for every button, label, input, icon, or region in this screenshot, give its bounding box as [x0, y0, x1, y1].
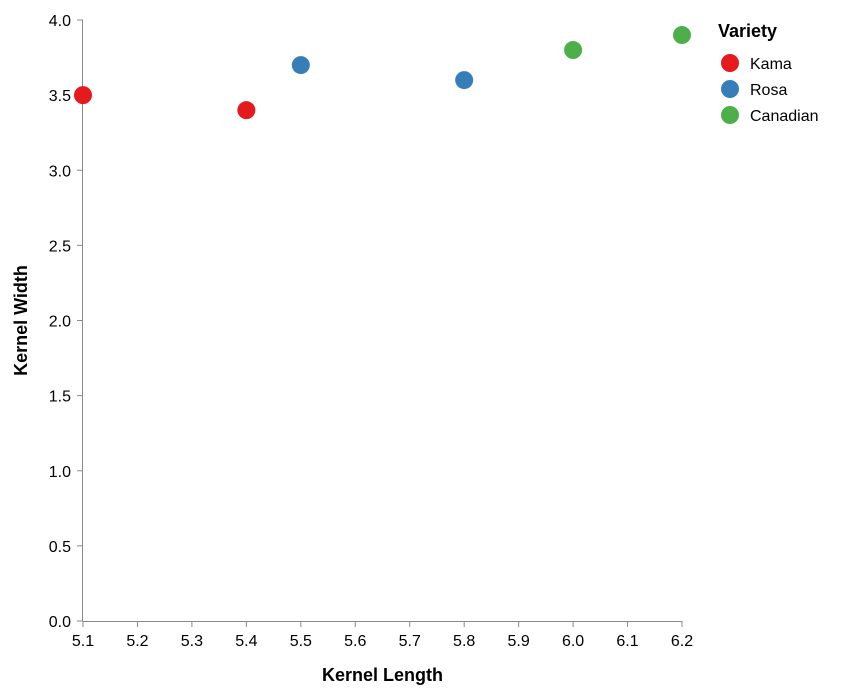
x-tick-label: 5.7 [399, 633, 421, 650]
x-tick-label: 6.2 [671, 633, 693, 650]
legend-item-canadian: Canadian [721, 106, 819, 125]
x-tick-label: 5.3 [181, 633, 203, 650]
data-points [74, 26, 691, 120]
y-tick-label: 1.5 [49, 389, 71, 406]
series-kama [74, 86, 256, 120]
x-tick-label: 5.5 [290, 633, 312, 650]
x-axis: 5.1 5.2 5.3 5.4 5.5 5.6 5.7 5.8 5.9 6.0 6.1 6.2 Ker… [72, 621, 693, 685]
y-tick-label: 2.5 [49, 238, 71, 255]
y-tick-label: 3.0 [49, 163, 71, 180]
series-rosa [291, 56, 474, 90]
legend-item-kama: Kama [721, 54, 792, 73]
y-axis-title: Kernel Width [11, 265, 31, 376]
y-tick-label: 2.0 [49, 314, 71, 331]
legend: Variety Kama Rosa Canadian [718, 21, 819, 125]
x-tick-label: 5.2 [126, 633, 148, 650]
y-tick-label: 1.0 [49, 464, 71, 481]
x-tick-label: 5.9 [508, 633, 530, 650]
legend-swatch [721, 80, 739, 98]
y-tick-label: 3.5 [49, 88, 71, 105]
x-tick-label: 5.8 [453, 633, 475, 650]
x-tick-label: 6.1 [616, 633, 638, 650]
legend-label: Canadian [750, 108, 819, 125]
x-tick-label: 6.0 [562, 633, 584, 650]
series-canadian [564, 26, 691, 60]
y-axis: 0.0 0.5 1.0 1.5 2.0 2.5 3.0 3.5 4.0 Kernel Width [11, 13, 83, 631]
legend-swatch [721, 54, 739, 72]
data-point-kama [237, 101, 256, 120]
data-point-rosa [455, 71, 474, 90]
y-tick-label: 4.0 [49, 13, 71, 30]
legend-swatch [721, 106, 739, 124]
data-point-canadian [673, 26, 691, 45]
data-point-kama [74, 86, 92, 105]
legend-title: Variety [718, 21, 777, 41]
x-tick-label: 5.1 [72, 633, 94, 650]
x-axis-title: Kernel Length [322, 665, 443, 685]
y-tick-label: 0.5 [49, 539, 71, 556]
legend-items: Kama Rosa Canadian [721, 54, 819, 125]
legend-item-rosa: Rosa [721, 80, 787, 99]
x-tick-label: 5.4 [235, 633, 257, 650]
legend-label: Rosa [750, 82, 787, 99]
data-point-rosa [291, 56, 310, 75]
x-tick-label: 5.6 [344, 633, 366, 650]
data-point-canadian [564, 41, 583, 60]
y-tick-label: 0.0 [49, 614, 71, 631]
x-ticks: 5.1 5.2 5.3 5.4 5.5 5.6 5.7 5.8 5.9 6.0 6.1 6.2 [72, 621, 693, 650]
legend-label: Kama [750, 56, 792, 73]
y-ticks: 0.0 0.5 1.0 1.5 2.0 2.5 3.0 3.5 4.0 [49, 13, 83, 631]
